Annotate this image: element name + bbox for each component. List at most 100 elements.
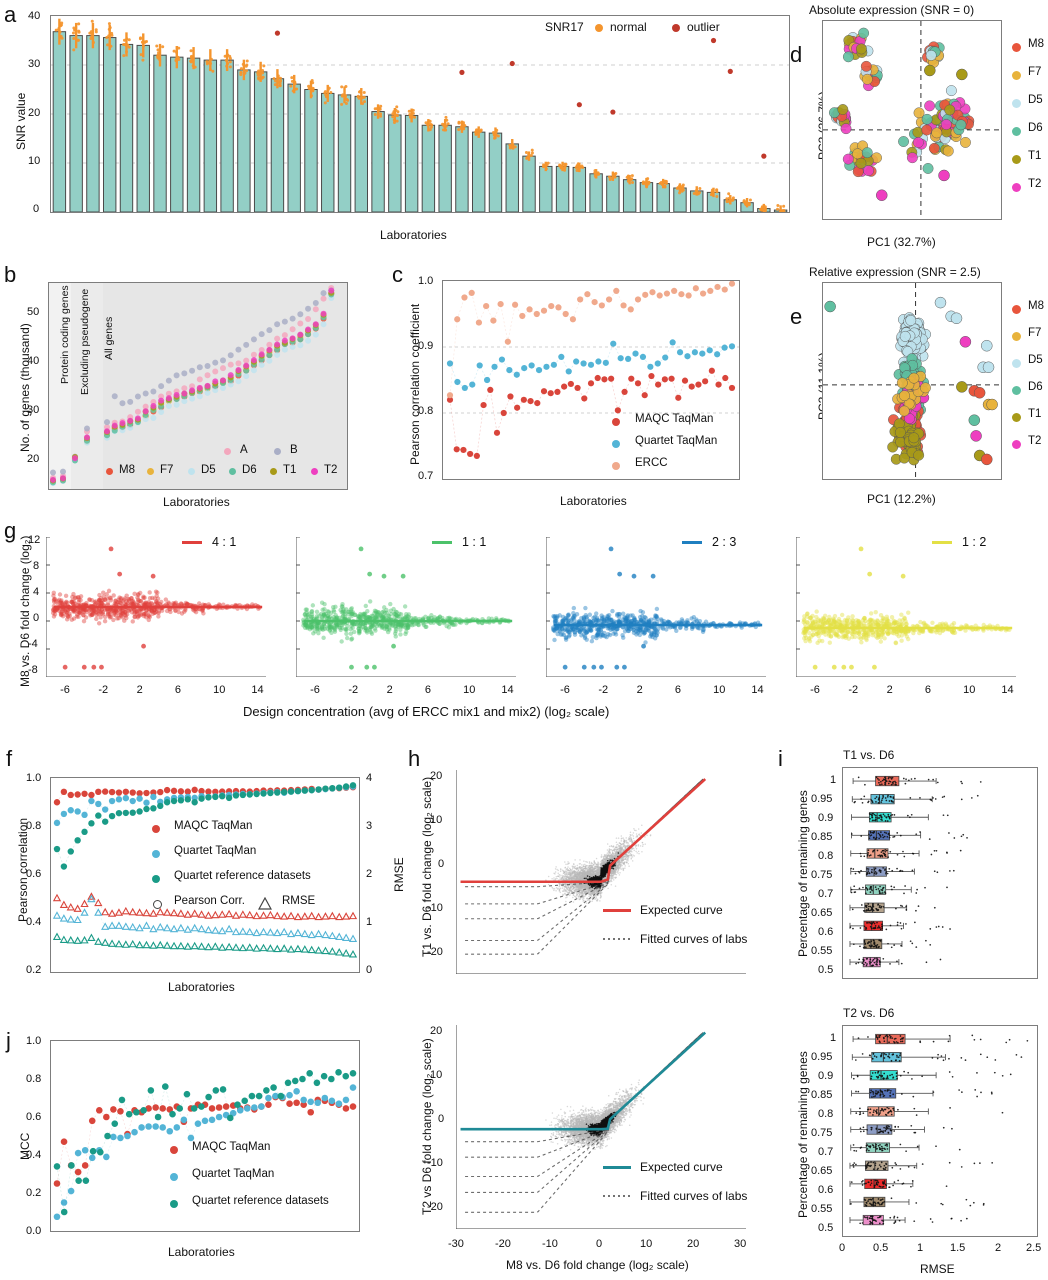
panel-h-bottom-legend-expected: Expected curve [640, 1160, 723, 1174]
panel-j-xlabel: Laboratories [168, 1245, 235, 1259]
panel-g-legend-line-1-2 [932, 541, 952, 544]
panel-a-ylabel: SNR value [14, 92, 28, 150]
panel-g-xtick-1-5: 14 [501, 684, 514, 696]
panel-j-legend-quartet-ref-dot [170, 1200, 178, 1208]
panel-g-xtick-2-1: -2 [598, 684, 609, 696]
legend-normal-dot [595, 24, 603, 32]
panel-b-ytick-20: 20 [27, 453, 40, 465]
panel-h-bottom-xlabel: M8 vs. D6 fold change (log₂ scale) [506, 1258, 689, 1272]
panel-g-xtick-2-4: 10 [713, 684, 726, 696]
panel-c-ylabel: Pearson correlation coefficient [408, 303, 422, 465]
panel-i-bottom-ylab-0.85: 0.85 [811, 1089, 833, 1101]
panel-g-xtick-0-5: 14 [251, 684, 264, 696]
panel-g-xtick-0-3: 6 [174, 684, 182, 696]
panel-i-bottom-ylab-0.6: 0.6 [818, 1184, 834, 1196]
panel-i-top-ylab-1: 1 [830, 774, 837, 786]
panel-c: c Pearson correlation coefficient 1.0 0.… [392, 262, 792, 510]
panel-b-legend-B-dot [274, 448, 281, 455]
panel-i-top: i T1 vs. D6 Percentage of remaining gene… [778, 742, 1048, 997]
panel-b-legend-T2: T2 [324, 464, 338, 476]
panel-i-top-ylab-0.65: 0.65 [811, 907, 833, 919]
panel-c-letter: c [392, 262, 403, 287]
panel-h-bottom-xtick--20: -20 [495, 1238, 511, 1250]
panel-g-xtick-1-4: 10 [463, 684, 476, 696]
panel-i-bottom-ylabel: Percentage of remaining genes [796, 1051, 810, 1218]
panel-e-legend-M8-dot [1012, 305, 1021, 314]
panel-g-xtick-2-2: 2 [636, 684, 643, 696]
panel-i-top-ylabel: Percentage of remaining genes [796, 790, 810, 957]
panel-b-xlabel: Laboratories [163, 495, 230, 509]
panel-g-xtick-0-2: 2 [136, 684, 143, 696]
panel-h-bottom-ytick-0: 0 [438, 1113, 445, 1125]
panel-c-legend-ercc-dot [612, 462, 620, 470]
panel-b-ytick-30: 30 [27, 404, 40, 416]
panel-e-legend-F7-dot [1012, 332, 1021, 341]
panel-g-sub-1-2 [796, 537, 1016, 677]
panel-f-ytick-0.8: 0.8 [26, 820, 42, 832]
panel-g-sub-1-1 [296, 537, 516, 677]
panel-d-legend-D5-dot [1012, 99, 1021, 108]
panel-c-legend-quartet-dot [612, 440, 620, 448]
panel-e-plot-frame [822, 282, 1002, 480]
panel-g-ytick-4: 4 [33, 586, 40, 598]
panel-b-legend-M8: M8 [119, 464, 135, 476]
panel-i-bottom-xtick-1: 1 [917, 1242, 924, 1254]
panel-j-ytick-0.4: 0.4 [26, 1149, 42, 1161]
panel-g-xtick-3-0: -6 [810, 684, 820, 696]
panel-j-ytick-0.2: 0.2 [26, 1187, 42, 1199]
panel-h-bottom-xtick--10: -10 [542, 1238, 558, 1250]
panel-d-letter: d [790, 42, 803, 67]
panel-a-letter: a [4, 2, 17, 27]
panel-i-top-ylab-0.85: 0.85 [811, 831, 833, 843]
panel-i-bottom-xtick-0.5: 0.5 [873, 1242, 889, 1254]
panel-b-legend-A-dot [224, 448, 231, 455]
panel-j-ytick-0.6: 0.6 [26, 1111, 42, 1123]
panel-h-top: h T1 vs. D6 fold change (log₂ scale) 20 … [400, 742, 780, 997]
panel-e-letter: e [790, 304, 803, 329]
panel-b-ylabel: No. of genes (thousand) [18, 323, 32, 452]
panel-g-xtick-2-5: 14 [751, 684, 764, 696]
panel-b: b No. of genes (thousand) 50 40 30 20 Pr… [0, 262, 390, 510]
panel-i-bottom-xtick-2.5: 2.5 [1026, 1242, 1042, 1254]
panel-d-legend-T1: T1 [1028, 150, 1042, 162]
panel-g-xtick-0-1: -2 [98, 684, 109, 696]
panel-i-top-ylab-0.95: 0.95 [811, 793, 833, 805]
panel-g: g M8 vs. D6 fold change (log₂) 12 8 4 0 … [0, 512, 1048, 727]
panel-h-bottom-ytick--10: -10 [427, 1157, 443, 1169]
panel-i-top-ylab-0.55: 0.55 [811, 945, 833, 957]
panel-f-legend-maqc: MAQC TaqMan [174, 820, 253, 832]
panel-i-bottom-xtick-2: 2 [995, 1242, 1002, 1254]
panel-e-legend-D6: D6 [1028, 381, 1043, 393]
panel-f-ytick-0.6: 0.6 [26, 868, 42, 880]
panel-d-legend-D5: D5 [1028, 94, 1043, 106]
panel-d-legend-F7: F7 [1028, 66, 1042, 78]
panel-e-xlabel: PC1 (12.2%) [867, 492, 936, 506]
panel-j-ytick-1.0: 1.0 [26, 1035, 42, 1047]
panel-i-bottom-ylab-0.75: 0.75 [811, 1127, 833, 1139]
panel-i-bottom-xtick-1.5: 1.5 [950, 1242, 966, 1254]
panel-h-top-ytick--20: -20 [427, 946, 443, 958]
panel-d-legend-T1-dot [1012, 155, 1021, 164]
panel-c-legend-ercc: ERCC [635, 457, 668, 469]
panel-h-letter: h [408, 746, 421, 771]
panel-f-legend-pearson: Pearson Corr. [174, 895, 245, 907]
panel-h-bottom-legend-fitted: Fitted curves of labs [640, 1189, 748, 1203]
panel-g-xtick-0-4: 10 [213, 684, 226, 696]
panel-h-top-ytick-20: 20 [430, 770, 443, 782]
panel-f-legend-quartet-ref-dot [152, 875, 160, 883]
panel-g-xtick-1-3: 6 [424, 684, 432, 696]
panel-d-legend-F7-dot [1012, 71, 1021, 80]
panel-i-top-ylab-0.7: 0.7 [818, 888, 834, 900]
panel-d-plot-frame [822, 20, 1002, 220]
panel-g-xtick-3-4: 10 [963, 684, 976, 696]
panel-a-legend-normal: normal [610, 20, 647, 34]
panel-f-legend-quartet-ref: Quartet reference datasets [174, 870, 311, 882]
panel-j-legend-maqc-dot [170, 1146, 178, 1154]
panel-h-bottom-ytick-20: 20 [430, 1025, 443, 1037]
panel-i-bottom-ylab-0.95: 0.95 [811, 1051, 833, 1063]
panel-a-ytick-0: 0 [33, 203, 40, 215]
panel-d-legend-M8-dot [1012, 43, 1021, 52]
panel-g-legend-line-2-3 [682, 541, 702, 544]
panel-j-legend-quartet-ref: Quartet reference datasets [192, 1195, 329, 1207]
panel-a-ytick-10: 10 [28, 155, 41, 167]
